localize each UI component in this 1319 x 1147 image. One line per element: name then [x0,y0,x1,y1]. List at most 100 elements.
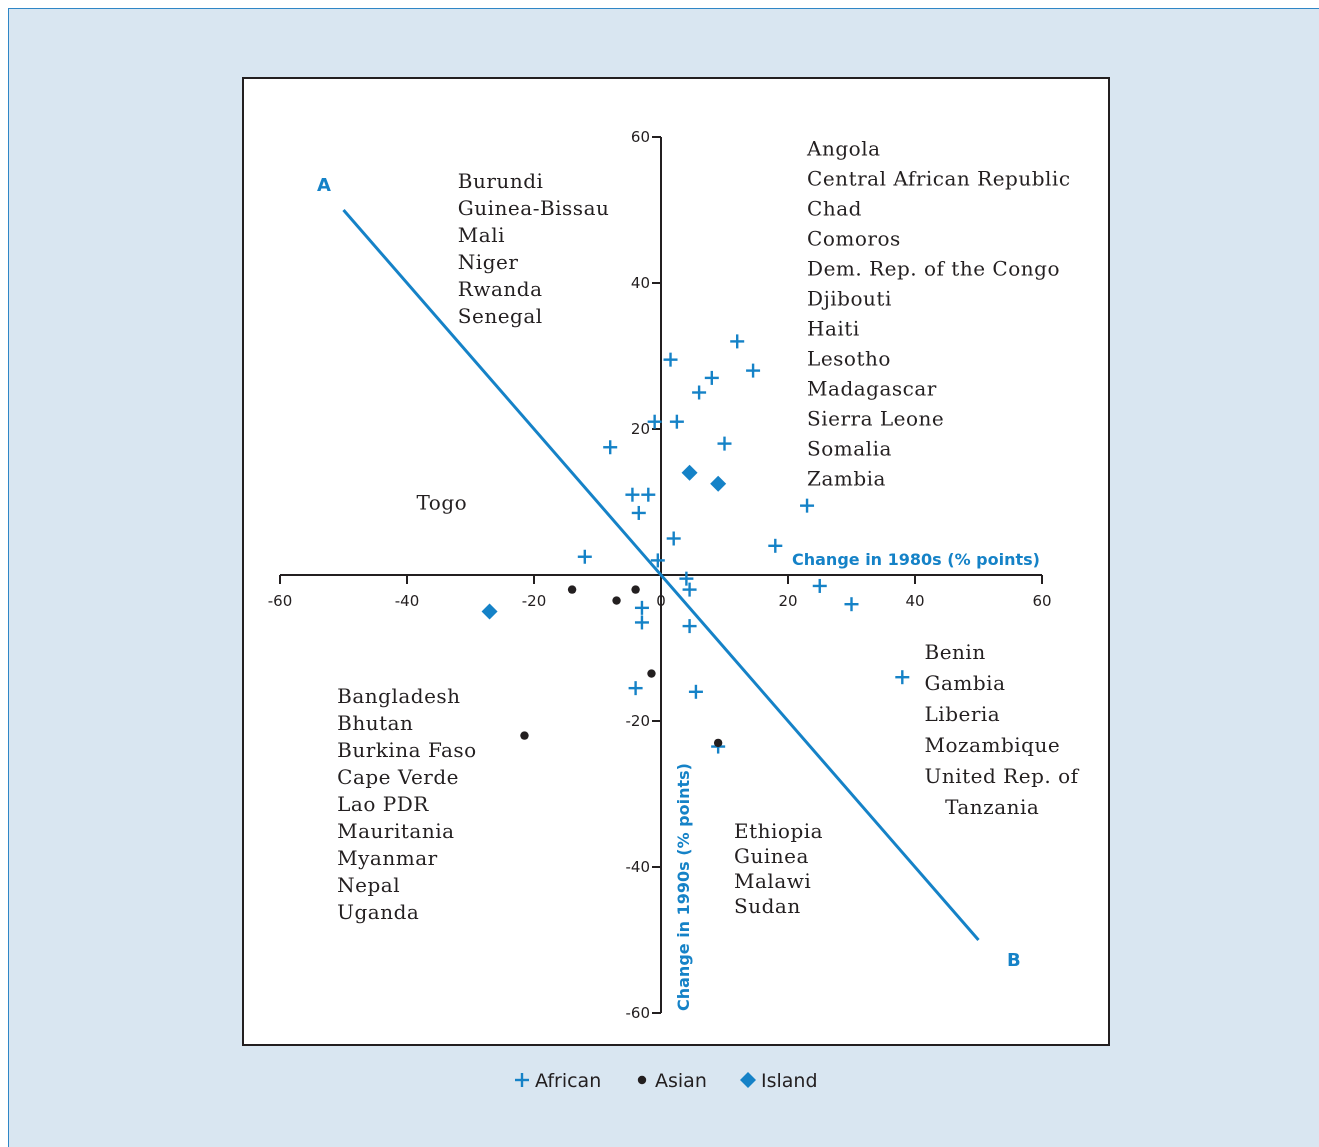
y-tick-label: 40 [631,274,650,292]
african-point [768,538,783,553]
country-name: Guinea-Bissau [458,196,610,220]
african-point [650,553,665,568]
regression-line [342,209,980,941]
country-annotations: Burundi Guinea-Bissau Mali Niger Rwanda Seneg… [337,136,1079,924]
asian-point [567,585,577,594]
country-name: Chad [807,196,862,220]
island-point [681,464,698,481]
country-name: Madagascar [807,376,937,400]
african-point [746,363,761,378]
country-name: United Rep. of [925,764,1080,788]
country-name: Senegal [458,304,543,328]
y-tick-label: -60 [626,1004,651,1022]
x-tick-label: 20 [778,592,797,610]
country-name: Mozambique [925,733,1061,757]
island-point [710,475,727,492]
african-point [647,414,662,429]
country-name: Mauritania [337,819,454,843]
african-point [634,600,649,615]
country-name: Malawi [734,869,811,893]
country-name: Burundi [458,169,544,193]
legend: African Asian Island [515,1070,818,1092]
y-tick-label: 20 [631,420,650,438]
country-name: Zambia [807,466,886,490]
african-point [634,615,649,630]
annotation-q_top_left: Burundi Guinea-Bissau Mali Niger Rwanda Seneg… [458,169,610,328]
asian-point [520,731,529,740]
legend-label-asian: Asian [655,1070,707,1092]
country-name: Bhutan [337,711,413,735]
asian-point [647,669,656,678]
african-point [844,597,859,612]
country-name: Sudan [734,894,801,918]
legend-item-african: African [515,1070,601,1092]
legend-item-island: Island [740,1070,818,1092]
country-name: Lao PDR [337,792,429,816]
island-point [481,603,498,620]
african-point [663,352,678,367]
legend-item-asian: Asian [637,1070,707,1092]
country-name: Nepal [337,873,400,897]
african-point [688,684,703,699]
x-tick-label: 60 [1032,592,1051,610]
african-point [812,578,827,593]
country-name: Burkina Faso [337,738,477,762]
plot-frame [242,77,1110,1046]
country-name: Togo [417,490,468,514]
line-a-b [342,209,980,941]
african-point [666,531,681,546]
country-name: Ethiopia [734,819,823,843]
african-point [631,505,646,520]
country-name: Tanzania [925,795,1040,819]
legend-marker-island [740,1072,756,1088]
african-point [682,582,697,597]
line-label-start: A [317,175,331,196]
country-name: Mali [458,223,505,247]
african-point [800,498,815,513]
african-point [641,487,656,502]
annotation-q_bottom_right: Benin Gambia Liberia Mozambique United Rep. … [925,640,1080,819]
african-point [577,549,592,564]
data-points [481,334,910,754]
african-point [625,487,640,502]
annotation-q_bottom_mid: Ethiopia Guinea Malawi Sudan [734,819,823,918]
country-name: Bangladesh [337,684,460,708]
legend-label-african: African [535,1070,601,1092]
country-name: Angola [806,136,881,160]
asian-point [631,585,640,594]
country-name: Liberia [925,702,1001,726]
african-point [682,619,697,634]
country-name: Djibouti [807,286,892,310]
african-point [717,436,732,451]
african-point [895,670,910,685]
legend-marker-asian [637,1075,647,1085]
asian-point [713,738,723,748]
y-tick-label: -40 [626,858,651,876]
country-name: Cape Verde [337,765,459,789]
line-label-end: B [1007,950,1021,971]
african-point [730,334,745,349]
y-axis-title: Change in 1990s (% points) [674,763,693,1011]
african-point [704,370,719,385]
african-point [628,681,643,696]
x-tick-label: -20 [522,592,547,610]
country-name: Central African Republic [807,166,1070,190]
country-name: Sierra Leone [807,406,944,430]
african-point [669,414,684,429]
country-name: Niger [458,250,519,274]
x-tick-label: 0 [656,592,666,610]
country-name: Myanmar [337,846,438,870]
african-point [679,571,694,586]
x-tick-label: 40 [905,592,924,610]
country-name: Comoros [807,226,901,250]
country-name: Guinea [734,844,809,868]
x-axis-title: Change in 1980s (% points) [792,550,1040,569]
country-name: Rwanda [458,277,543,301]
x-tick-label: -60 [268,592,293,610]
country-name: Haiti [807,316,860,340]
country-name: Lesotho [807,346,891,370]
african-point [692,385,707,400]
annotation-q_top_right: Angola Central African Republic Chad Comoro… [806,136,1070,490]
legend-marker-african [515,1073,529,1087]
